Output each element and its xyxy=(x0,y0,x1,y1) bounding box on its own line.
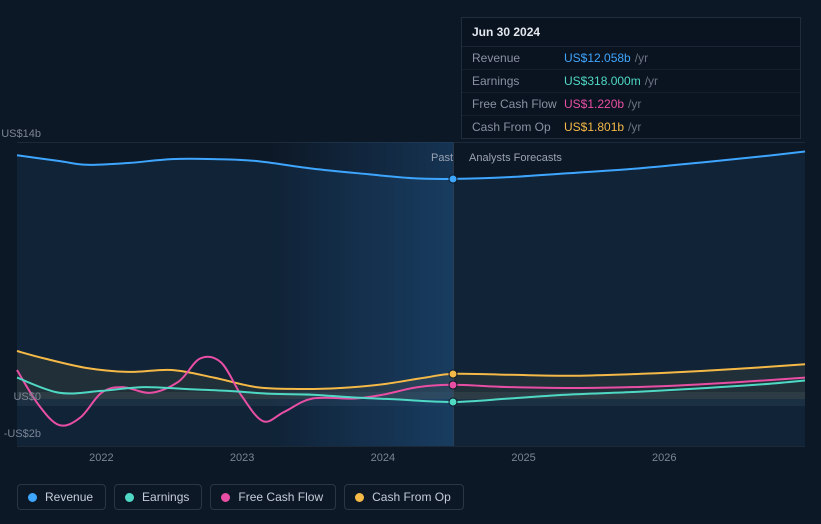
tooltip-row: Free Cash FlowUS$1.220b/yr xyxy=(462,93,800,116)
y-axis-label: US$0 xyxy=(1,391,41,403)
x-axis-label: 2025 xyxy=(511,452,535,464)
legend-swatch xyxy=(221,493,230,502)
legend-label: Revenue xyxy=(45,490,93,504)
tooltip-metric-label: Free Cash Flow xyxy=(472,97,564,111)
legend-swatch xyxy=(355,493,364,502)
free_cash_flow-marker xyxy=(449,380,458,389)
y-axis-label: -US$2b xyxy=(1,428,41,440)
legend-label: Cash From Op xyxy=(372,490,451,504)
tooltip-row: RevenueUS$12.058b/yr xyxy=(462,47,800,70)
chart-legend: Revenue Earnings Free Cash Flow Cash From O… xyxy=(17,484,464,510)
revenue-marker xyxy=(449,174,458,183)
tooltip-value: US$1.220b xyxy=(564,97,624,111)
legend-item-cash_from_op[interactable]: Cash From Op xyxy=(344,484,464,510)
tooltip-value: US$318.000m xyxy=(564,74,641,88)
tooltip-row: EarningsUS$318.000m/yr xyxy=(462,70,800,93)
legend-swatch xyxy=(125,493,134,502)
x-axis-label: 2023 xyxy=(230,452,254,464)
tooltip-unit: /yr xyxy=(628,120,641,134)
legend-swatch xyxy=(28,493,37,502)
revenue-area xyxy=(17,152,805,447)
legend-label: Earnings xyxy=(142,490,189,504)
tooltip-unit: /yr xyxy=(635,51,648,65)
x-axis-label: 2024 xyxy=(371,452,395,464)
legend-item-revenue[interactable]: Revenue xyxy=(17,484,106,510)
tooltip-value: US$1.801b xyxy=(564,120,624,134)
earnings-marker xyxy=(449,397,458,406)
cash_from_op-marker xyxy=(449,369,458,378)
tooltip-metric-label: Earnings xyxy=(472,74,564,88)
tooltip-unit: /yr xyxy=(628,97,641,111)
tooltip-date: Jun 30 2024 xyxy=(462,18,800,47)
legend-label: Free Cash Flow xyxy=(238,490,323,504)
tooltip-row: Cash From OpUS$1.801b/yr xyxy=(462,116,800,138)
chart-tooltip: Jun 30 2024 RevenueUS$12.058b/yrEarnings… xyxy=(461,17,801,139)
tooltip-value: US$12.058b xyxy=(564,51,631,65)
financials-chart: Past Analysts Forecasts US$14bUS$0-US$2b… xyxy=(0,0,821,524)
y-axis-label: US$14b xyxy=(1,128,41,140)
legend-item-earnings[interactable]: Earnings xyxy=(114,484,202,510)
legend-item-free_cash_flow[interactable]: Free Cash Flow xyxy=(210,484,336,510)
tooltip-unit: /yr xyxy=(645,74,658,88)
tooltip-metric-label: Cash From Op xyxy=(472,120,564,134)
tooltip-metric-label: Revenue xyxy=(472,51,564,65)
x-axis-label: 2022 xyxy=(89,452,113,464)
x-axis-label: 2026 xyxy=(652,452,676,464)
